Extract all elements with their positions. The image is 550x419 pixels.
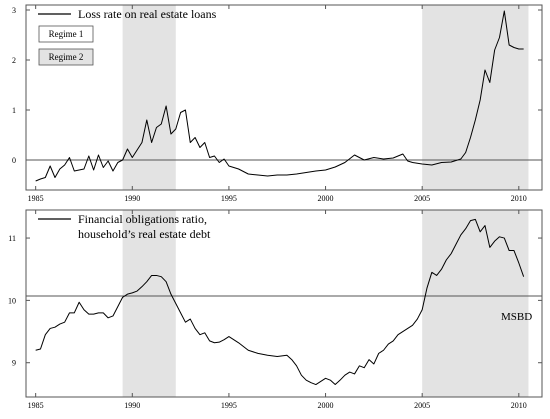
legend-label-line-1: Financial obligations ratio, — [78, 212, 207, 226]
x-tick-label: 2005 — [414, 194, 430, 203]
y-tick-label: 2 — [12, 56, 16, 65]
x-tick-label: 1985 — [28, 401, 44, 410]
x-tick-label: 1995 — [221, 401, 237, 410]
x-tick-label: 2000 — [318, 194, 334, 203]
regime-legend: Regime 1 Regime 2 — [38, 25, 94, 66]
series-legend: Financial obligations ratio, household’s… — [38, 212, 211, 241]
y-axis-ticks: 9 10 11 — [8, 234, 542, 368]
x-tick-label: 2010 — [511, 194, 527, 203]
shaded-region-2 — [422, 210, 529, 397]
regime-2-box — [38, 48, 94, 66]
x-tick-label: 1990 — [124, 194, 140, 203]
shaded-region-1 — [122, 210, 176, 397]
x-tick-label: 2005 — [414, 401, 430, 410]
shaded-region-2 — [422, 5, 529, 190]
regime-2-shading — [122, 210, 529, 397]
loss-rate-series-line — [35, 10, 524, 182]
regime-2-shading — [122, 5, 529, 190]
legend-label-line-2: household’s real estate debt — [78, 227, 211, 241]
y-tick-label: 1 — [12, 106, 16, 115]
x-tick-label: 1985 — [28, 194, 44, 203]
loss-rate-panel: 0 1 2 3 1985 1990 1995 2000 2005 2010 Loss rate … — [12, 4, 543, 203]
plot-frame — [25, 209, 543, 398]
y-tick-label: 11 — [8, 234, 16, 243]
y-axis-ticks: 0 1 2 3 — [12, 6, 542, 165]
x-axis-ticks: 1985 1990 1995 2000 2005 2010 — [28, 5, 527, 203]
msbd-annotation: MSBD — [501, 311, 532, 323]
y-tick-label: 3 — [12, 6, 16, 15]
regime-1-label: Regime 1 — [49, 29, 84, 39]
shaded-region-1 — [122, 5, 176, 190]
y-tick-label: 10 — [8, 296, 16, 305]
obligations-ratio-panel: 9 10 11 1985 1990 1995 2000 2005 2010 Financial… — [8, 209, 543, 410]
obligations-ratio-series-line — [35, 218, 525, 386]
x-axis-ticks: 1985 1990 1995 2000 2005 2010 — [28, 210, 527, 410]
legend-label-line-1: Loss rate on real estate loans — [78, 7, 217, 21]
plot-frame — [25, 4, 543, 191]
series-legend: Loss rate on real estate loans — [38, 7, 217, 21]
x-tick-label: 2010 — [511, 401, 527, 410]
x-tick-label: 1990 — [124, 401, 140, 410]
regime-1-box — [38, 25, 94, 43]
regime-2-label: Regime 2 — [49, 52, 84, 62]
y-tick-label: 0 — [12, 156, 16, 165]
x-tick-label: 1995 — [221, 194, 237, 203]
x-tick-label: 2000 — [318, 401, 334, 410]
y-tick-label: 9 — [12, 359, 16, 368]
